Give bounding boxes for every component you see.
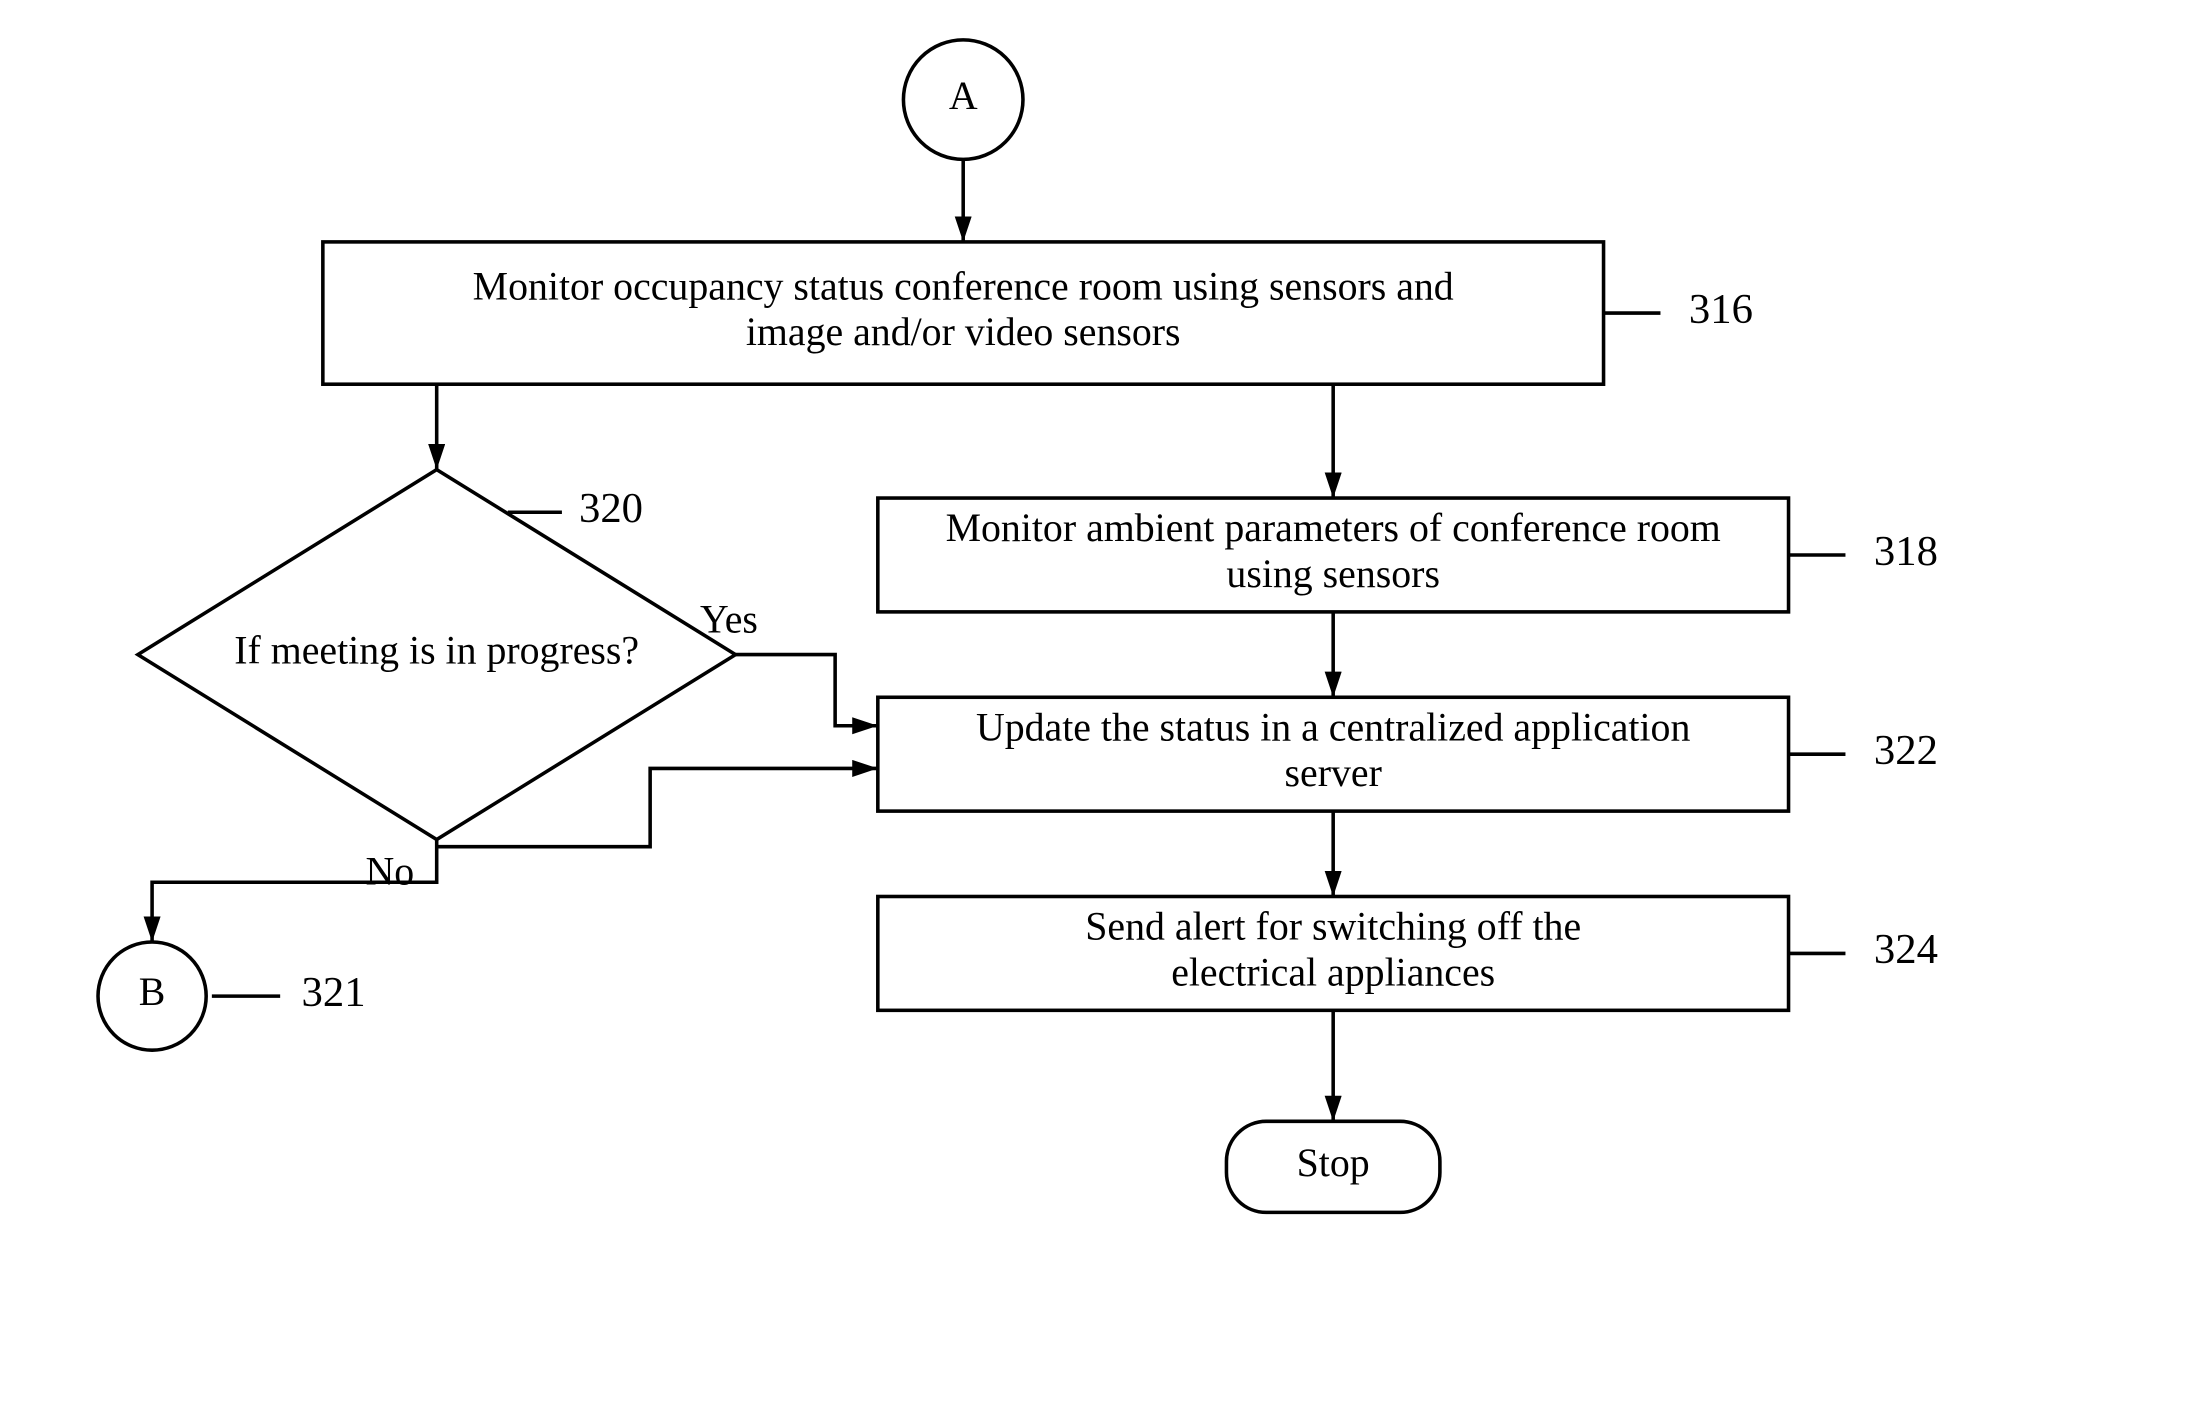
flowchart-canvas: Yes No Monitor occupancy status conference… [0, 0, 2211, 1423]
ref-number: 318 [1874, 528, 1938, 575]
ref-number: 324 [1874, 926, 1938, 973]
node-text-line: server [1285, 750, 1382, 795]
node-text-line: If meeting is in progress? [234, 628, 639, 673]
ref-number: 321 [302, 969, 366, 1016]
node-text-line: A [949, 73, 978, 118]
node-text-line: Update the status in a centralized appli… [976, 704, 1691, 749]
ref-number: 316 [1689, 286, 1753, 333]
node-text-line: Send alert for switching off the [1085, 904, 1581, 949]
node-text-line: Stop [1297, 1140, 1370, 1185]
node-text-line: Monitor ambient parameters of conference… [946, 505, 1721, 550]
ref-number: 320 [579, 485, 643, 532]
ref-number: 322 [1874, 727, 1938, 774]
node-text-line: B [139, 969, 166, 1014]
node-text-line: electrical appliances [1171, 949, 1495, 994]
node-text-line: image and/or video sensors [746, 309, 1181, 354]
node-text-line: Monitor occupancy status conference room… [473, 263, 1454, 308]
node-text-line: using sensors [1226, 551, 1440, 596]
edge-label-320-yes: Yes [700, 596, 758, 641]
edge-label-320-no-B: No [366, 848, 415, 893]
